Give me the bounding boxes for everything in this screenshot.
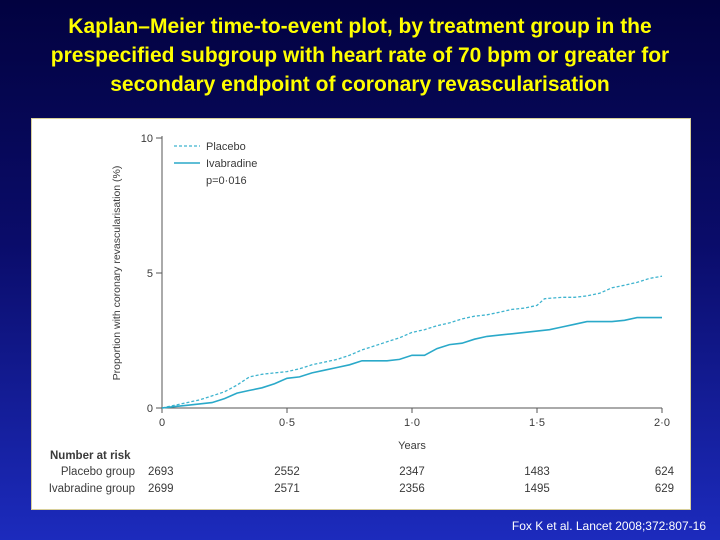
x-tick-label: 2·0 [654, 417, 670, 429]
placebo-series-line [161, 275, 663, 409]
legend-ivabradine-label: Ivabradine [206, 158, 257, 170]
risk-value: 2693 [148, 466, 174, 478]
ivabradine-series-line [161, 316, 662, 409]
x-ticks: 0 0·5 1·0 1·5 2·0 [159, 408, 670, 429]
citation: Fox K et al. Lancet 2008;372:807-16 [511, 519, 706, 533]
risk-row-label: Ivabradine group [49, 483, 135, 495]
km-chart: 0 5 10 0 0·5 1·0 1·5 2·0 Proportion with coron… [49, 133, 675, 495]
x-tick-label: 1·5 [529, 417, 545, 429]
y-axis-label: Proportion with coronary revascularisati… [111, 166, 123, 381]
risk-value: 2347 [399, 466, 425, 478]
x-tick-label: 1·0 [404, 417, 420, 429]
y-ticks: 0 5 10 [141, 133, 162, 415]
risk-value: 1495 [524, 483, 550, 495]
p-value-annotation: p=0·016 [206, 175, 247, 187]
legend: Placebo Ivabradine p=0·016 [174, 141, 257, 187]
number-at-risk-table: Placebo group 2693 2552 2347 1483 624 Ivabradi… [49, 466, 675, 495]
legend-placebo-label: Placebo [206, 141, 246, 153]
risk-value: 624 [655, 466, 675, 478]
slide-title: Kaplan–Meier time-to-event plot, by trea… [50, 15, 670, 96]
x-axis-label: Years [398, 440, 426, 452]
number-at-risk-heading: Number at risk [50, 450, 131, 462]
risk-value: 2552 [274, 466, 300, 478]
risk-value: 1483 [524, 466, 550, 478]
x-tick-label: 0·5 [279, 417, 295, 429]
y-tick-label: 5 [147, 268, 153, 280]
x-tick-label: 0 [159, 417, 165, 429]
risk-value: 629 [655, 483, 674, 495]
risk-value: 2699 [148, 483, 174, 495]
risk-row-label: Placebo group [61, 466, 135, 478]
risk-value: 2356 [399, 483, 425, 495]
y-tick-label: 0 [147, 403, 153, 415]
risk-value: 2571 [274, 483, 300, 495]
chart-panel: 0 5 10 0 0·5 1·0 1·5 2·0 Proportion with coron… [31, 118, 691, 510]
y-tick-label: 10 [141, 133, 153, 145]
